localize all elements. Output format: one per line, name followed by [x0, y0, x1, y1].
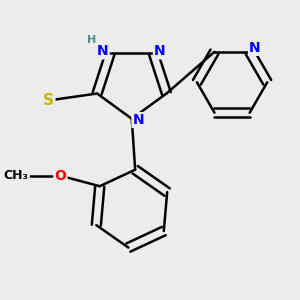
Text: CH₃: CH₃: [4, 169, 29, 182]
Text: N: N: [154, 44, 166, 58]
Text: H: H: [88, 35, 97, 45]
Text: N: N: [133, 113, 144, 127]
Text: N: N: [249, 41, 261, 55]
Text: N: N: [97, 44, 108, 58]
Text: O: O: [55, 169, 67, 183]
Text: S: S: [44, 92, 54, 107]
